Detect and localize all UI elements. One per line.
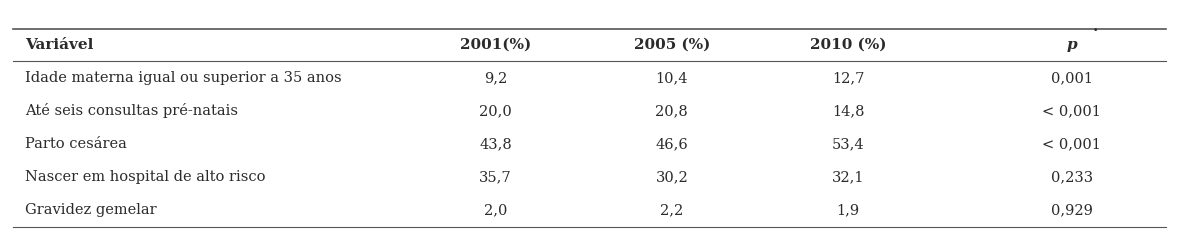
Text: 35,7: 35,7 — [479, 170, 512, 184]
Text: 53,4: 53,4 — [832, 137, 864, 151]
Text: 9,2: 9,2 — [483, 71, 507, 85]
Text: < 0,001: < 0,001 — [1042, 104, 1101, 118]
Text: 2005 (%): 2005 (%) — [633, 38, 710, 52]
Text: 20,0: 20,0 — [479, 104, 512, 118]
Text: 0,001: 0,001 — [1050, 71, 1093, 85]
Text: 2,0: 2,0 — [483, 203, 507, 217]
Text: Variável: Variável — [25, 38, 93, 52]
Text: 0,929: 0,929 — [1050, 203, 1093, 217]
Text: 43,8: 43,8 — [479, 137, 512, 151]
Text: 30,2: 30,2 — [656, 170, 689, 184]
Text: 20,8: 20,8 — [656, 104, 689, 118]
Text: 32,1: 32,1 — [832, 170, 864, 184]
Text: Até seis consultas pré-natais: Até seis consultas pré-natais — [25, 103, 238, 118]
Text: 14,8: 14,8 — [832, 104, 864, 118]
Text: 10,4: 10,4 — [656, 71, 689, 85]
Text: Parto cesárea: Parto cesárea — [25, 137, 127, 151]
Text: ·: · — [1093, 24, 1099, 38]
Text: Idade materna igual ou superior a 35 anos: Idade materna igual ou superior a 35 ano… — [25, 71, 342, 85]
Text: 2001(%): 2001(%) — [460, 38, 531, 52]
Text: 0,233: 0,233 — [1050, 170, 1093, 184]
Text: 46,6: 46,6 — [656, 137, 689, 151]
Text: 2,2: 2,2 — [660, 203, 684, 217]
Text: 1,9: 1,9 — [837, 203, 859, 217]
Text: 2010 (%): 2010 (%) — [810, 38, 887, 52]
Text: Nascer em hospital de alto risco: Nascer em hospital de alto risco — [25, 170, 265, 184]
Text: < 0,001: < 0,001 — [1042, 137, 1101, 151]
Text: p: p — [1067, 38, 1078, 52]
Text: 12,7: 12,7 — [832, 71, 864, 85]
Text: Gravidez gemelar: Gravidez gemelar — [25, 203, 157, 217]
